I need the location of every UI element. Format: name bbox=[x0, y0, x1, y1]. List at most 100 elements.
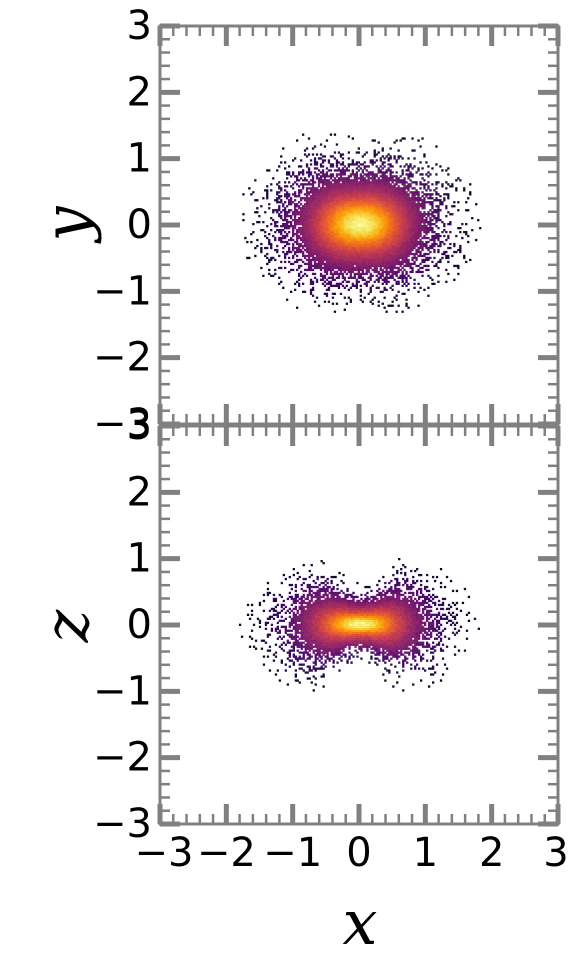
density-cell bbox=[314, 603, 317, 607]
density-cell bbox=[349, 199, 352, 202]
density-cell bbox=[351, 276, 354, 279]
density-cell bbox=[419, 266, 422, 270]
density-cell bbox=[379, 219, 382, 222]
density-cell bbox=[361, 270, 364, 274]
density-cell bbox=[298, 207, 301, 210]
density-cell bbox=[375, 153, 378, 156]
density-cell bbox=[393, 223, 396, 226]
density-cell bbox=[357, 147, 360, 150]
density-cell bbox=[397, 246, 400, 250]
density-cell bbox=[375, 221, 378, 224]
density-cell bbox=[302, 221, 305, 224]
density-cell bbox=[300, 657, 303, 660]
density-cell bbox=[329, 203, 333, 206]
density-cell bbox=[316, 623, 319, 626]
density-cell bbox=[445, 256, 448, 260]
density-cell bbox=[353, 236, 356, 240]
density-cell bbox=[298, 179, 301, 182]
density-cell bbox=[298, 191, 301, 194]
density-cell bbox=[315, 246, 319, 250]
density-cell bbox=[357, 225, 360, 228]
density-cell bbox=[278, 195, 281, 198]
density-cell bbox=[349, 248, 352, 252]
density-cell bbox=[441, 201, 444, 204]
density-cell bbox=[300, 197, 303, 200]
density-cell bbox=[319, 248, 323, 252]
density-cell bbox=[367, 185, 370, 188]
density-cell bbox=[357, 165, 360, 168]
density-cell bbox=[371, 205, 374, 208]
density-cell bbox=[318, 649, 321, 652]
density-cell bbox=[282, 625, 285, 628]
density-cell bbox=[303, 248, 307, 252]
density-cell bbox=[268, 238, 271, 242]
density-cell bbox=[343, 191, 346, 194]
density-cell bbox=[296, 599, 299, 603]
density-cell bbox=[339, 268, 343, 272]
density-cell bbox=[365, 191, 368, 194]
density-cell bbox=[321, 248, 325, 252]
density-cell bbox=[351, 205, 354, 208]
density-cell bbox=[324, 609, 327, 612]
density-cell bbox=[288, 201, 291, 204]
density-cell bbox=[369, 233, 372, 236]
density-cell bbox=[276, 201, 279, 204]
density-cell bbox=[359, 256, 362, 260]
density-cell bbox=[423, 193, 426, 196]
density-cell bbox=[391, 199, 394, 202]
density-cell bbox=[343, 231, 346, 234]
density-cell bbox=[337, 213, 341, 216]
density-cell bbox=[326, 649, 329, 652]
density-cell bbox=[415, 205, 418, 208]
density-cell bbox=[391, 187, 394, 190]
density-cell bbox=[409, 215, 412, 218]
density-cell bbox=[403, 195, 406, 198]
density-cell bbox=[266, 635, 270, 638]
density-cell bbox=[411, 225, 414, 228]
density-cell bbox=[311, 280, 315, 283]
density-cell bbox=[411, 203, 414, 206]
density-cell bbox=[290, 619, 293, 622]
density-cell bbox=[278, 635, 281, 638]
density-cell bbox=[367, 217, 370, 220]
density-cell bbox=[319, 217, 323, 220]
density-cell bbox=[379, 252, 382, 256]
density-cell bbox=[327, 199, 331, 202]
density-cell bbox=[324, 621, 327, 624]
density-cell bbox=[405, 201, 408, 204]
density-cell bbox=[347, 187, 350, 190]
density-cell bbox=[337, 231, 341, 234]
density-cell bbox=[305, 165, 309, 168]
density-cell bbox=[298, 641, 301, 644]
density-cell bbox=[298, 655, 301, 658]
density-cell bbox=[379, 290, 382, 293]
density-cell bbox=[296, 175, 299, 178]
density-cell bbox=[393, 191, 396, 194]
density-cell bbox=[347, 165, 350, 168]
density-cell bbox=[387, 153, 390, 156]
density-cell bbox=[359, 227, 362, 230]
density-cell bbox=[399, 221, 402, 224]
density-cell bbox=[357, 189, 360, 192]
density-cell bbox=[347, 217, 350, 220]
density-cell bbox=[303, 256, 307, 260]
density-cell bbox=[361, 223, 364, 226]
density-cell bbox=[355, 179, 358, 182]
density-cell bbox=[302, 185, 305, 188]
density-cell bbox=[379, 242, 382, 246]
density-cell bbox=[383, 266, 386, 270]
density-cell bbox=[288, 231, 291, 234]
density-cell bbox=[419, 262, 422, 266]
density-cell bbox=[341, 234, 345, 238]
density-cell bbox=[294, 597, 297, 601]
density-cell bbox=[318, 611, 321, 614]
density-cell bbox=[337, 284, 341, 287]
density-cell bbox=[469, 258, 472, 262]
density-cell bbox=[387, 189, 390, 192]
density-cell bbox=[381, 187, 384, 190]
density-cell bbox=[351, 256, 354, 260]
density-cell bbox=[324, 591, 327, 595]
density-cell bbox=[407, 165, 410, 168]
density-cell bbox=[330, 609, 333, 612]
density-cell bbox=[423, 231, 426, 234]
